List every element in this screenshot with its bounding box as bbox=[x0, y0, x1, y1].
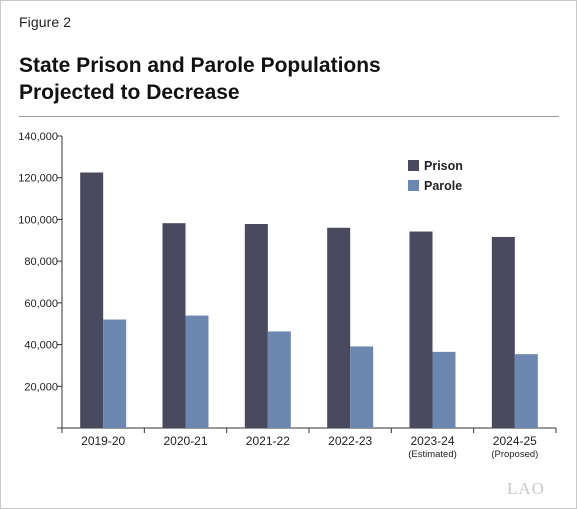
y-tick-label: 120,000 bbox=[18, 173, 58, 185]
bar-prison bbox=[327, 227, 351, 428]
x-tick-sublabel: (Proposed) bbox=[491, 449, 538, 460]
chart-title-line-1: State Prison and Parole Populations bbox=[19, 54, 381, 77]
x-tick-label: 2022-23 bbox=[328, 434, 372, 448]
y-tick-label: 140,000 bbox=[18, 131, 58, 143]
bar-prison bbox=[80, 172, 104, 428]
chart-title: State Prison and Parole Populations Proj… bbox=[19, 52, 539, 106]
lao-logo: LAO bbox=[507, 479, 545, 498]
bar-parole bbox=[185, 315, 209, 428]
bar-parole bbox=[514, 354, 538, 428]
legend-label-parole: Parole bbox=[424, 179, 462, 193]
x-tick-label: 2020-21 bbox=[163, 434, 207, 448]
legend-label-prison: Prison bbox=[424, 159, 463, 173]
y-tick-label: 40,000 bbox=[24, 340, 58, 352]
x-tick-sublabel: (Estimated) bbox=[408, 449, 457, 460]
y-tick-label: 100,000 bbox=[18, 214, 58, 226]
bar-parole bbox=[103, 319, 127, 428]
bar-prison bbox=[162, 223, 186, 428]
y-tick-label: 80,000 bbox=[24, 256, 58, 268]
y-tick-label: 60,000 bbox=[24, 298, 58, 310]
x-tick-label: 2019-20 bbox=[81, 434, 125, 448]
figure-label: Figure 2 bbox=[19, 14, 72, 30]
bar-prison bbox=[409, 231, 433, 428]
x-tick-label: 2024-25 bbox=[493, 434, 537, 448]
bar-parole bbox=[267, 331, 291, 428]
bar-parole bbox=[432, 351, 456, 428]
bar-prison bbox=[244, 224, 268, 428]
x-tick-label: 2021-22 bbox=[246, 434, 290, 448]
legend-swatch-prison bbox=[408, 160, 419, 171]
chart-title-line-2: Projected to Decrease bbox=[19, 81, 240, 104]
bar-parole bbox=[350, 346, 374, 428]
y-tick-label: 20,000 bbox=[24, 381, 58, 393]
legend-swatch-parole bbox=[408, 180, 419, 191]
x-tick-label: 2023-24 bbox=[410, 434, 454, 448]
title-divider bbox=[19, 116, 559, 117]
bar-prison bbox=[491, 236, 515, 428]
